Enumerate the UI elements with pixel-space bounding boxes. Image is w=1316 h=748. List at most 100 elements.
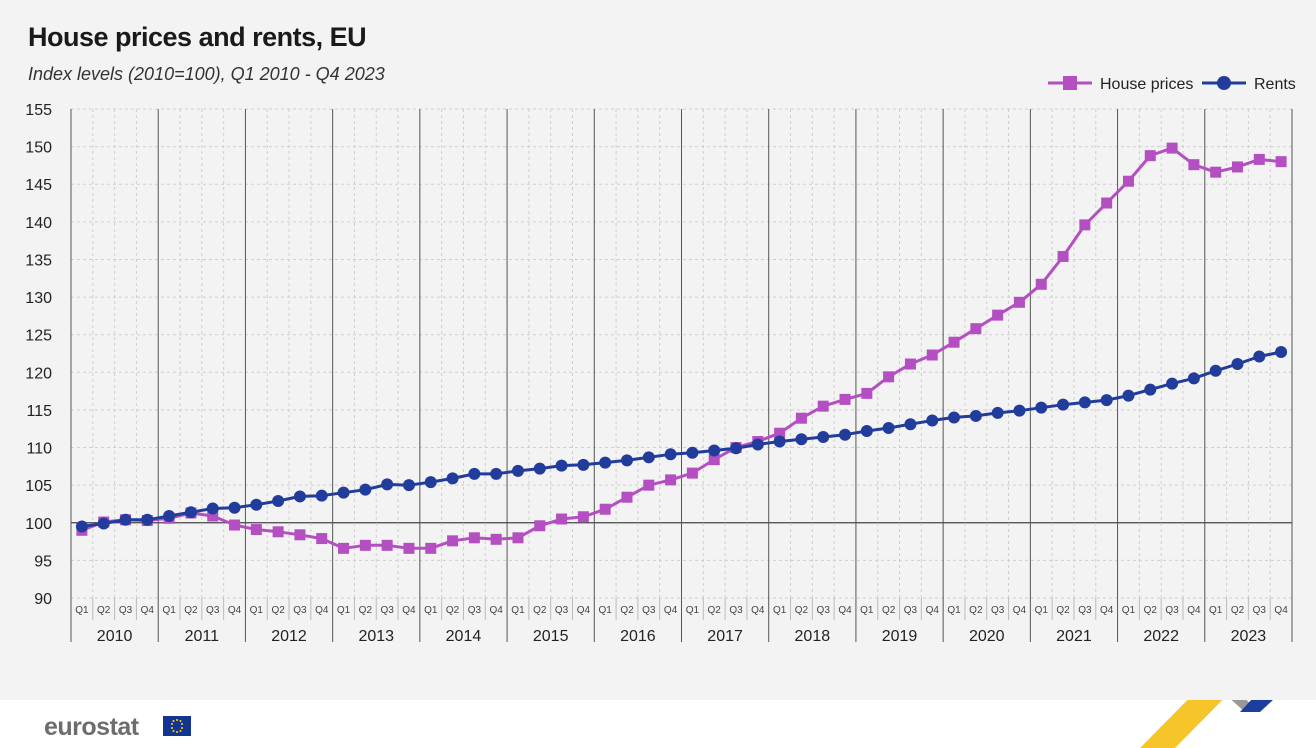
data-point-rents — [184, 506, 197, 519]
y-tick-label: 145 — [25, 177, 52, 194]
data-point-house-prices — [1013, 296, 1025, 308]
data-point-house-prices — [556, 513, 568, 525]
data-point-rents — [75, 520, 88, 533]
x-axis: Q1 Q2 Q3 Q4 Q1 Q2 Q3 Q4 Q1 Q2 Q3 Q4 Q1 Q2 Q3 Q4 Q1 Q2 Q3 Q4… — [75, 605, 1288, 645]
data-point-rents — [97, 517, 110, 530]
x-tick-year: 2023 — [1231, 628, 1267, 645]
y-tick-label: 155 — [25, 102, 52, 119]
x-tick-quarter: Q1 — [773, 605, 787, 616]
data-point-rents — [293, 490, 306, 503]
x-tick-quarter: Q1 — [686, 605, 700, 616]
x-tick-quarter: Q3 — [119, 605, 133, 616]
data-point-house-prices — [643, 479, 655, 491]
data-point-house-prices — [403, 542, 415, 554]
x-tick-quarter: Q4 — [1013, 605, 1027, 616]
legend: House prices Rents — [1048, 76, 1296, 93]
data-point-house-prices — [381, 539, 393, 551]
data-point-rents — [228, 501, 241, 514]
data-point-rents — [446, 472, 459, 485]
x-tick-quarter: Q1 — [511, 605, 525, 616]
x-tick-quarter: Q2 — [969, 605, 983, 616]
data-point-house-prices — [926, 349, 938, 361]
x-tick-year: 2012 — [271, 628, 307, 645]
data-point-rents — [730, 442, 743, 455]
y-tick-label: 125 — [25, 328, 52, 345]
x-tick-quarter: Q2 — [1056, 605, 1070, 616]
x-tick-quarter: Q4 — [228, 605, 242, 616]
x-tick-quarter: Q3 — [380, 605, 394, 616]
x-tick-year: 2013 — [358, 628, 394, 645]
data-point-rents — [991, 406, 1004, 419]
data-point-house-prices — [272, 526, 284, 538]
x-tick-quarter: Q4 — [664, 605, 678, 616]
x-tick-quarter: Q1 — [1209, 605, 1223, 616]
data-point-rents — [904, 418, 917, 431]
x-tick-quarter: Q3 — [817, 605, 831, 616]
data-point-house-prices — [1231, 161, 1243, 173]
x-tick-quarter: Q1 — [599, 605, 613, 616]
data-point-house-prices — [839, 393, 851, 405]
data-point-rents — [1144, 383, 1157, 396]
x-tick-quarter: Q3 — [555, 605, 569, 616]
x-tick-quarter: Q3 — [904, 605, 918, 616]
eu-flag-icon — [163, 716, 191, 736]
x-tick-year: 2019 — [882, 628, 918, 645]
brand-decoration — [1140, 700, 1273, 748]
data-point-house-prices — [338, 542, 350, 554]
x-tick-year: 2015 — [533, 628, 569, 645]
data-point-rents — [686, 446, 699, 459]
y-tick-label: 115 — [26, 403, 52, 420]
x-tick-quarter: Q2 — [1231, 605, 1245, 616]
x-tick-quarter: Q3 — [1253, 605, 1267, 616]
data-point-house-prices — [1210, 166, 1222, 178]
data-point-rents — [1166, 377, 1179, 390]
x-tick-quarter: Q2 — [184, 605, 198, 616]
x-tick-quarter: Q4 — [1274, 605, 1288, 616]
data-point-house-prices — [577, 511, 589, 523]
data-point-rents — [424, 476, 437, 489]
y-tick-label: 135 — [25, 252, 52, 269]
y-tick-label: 120 — [25, 365, 52, 382]
x-tick-quarter: Q2 — [620, 605, 634, 616]
data-point-rents — [1035, 401, 1048, 414]
x-tick-year: 2017 — [707, 628, 743, 645]
x-tick-quarter: Q1 — [75, 605, 89, 616]
data-point-house-prices — [447, 535, 459, 547]
x-tick-quarter: Q1 — [860, 605, 874, 616]
data-point-rents — [511, 464, 524, 477]
x-tick-quarter: Q2 — [1144, 605, 1158, 616]
y-tick-label: 140 — [25, 215, 52, 232]
data-point-rents — [664, 448, 677, 461]
data-point-rents — [402, 479, 415, 492]
y-tick-label: 100 — [25, 516, 52, 533]
x-tick-quarter: Q1 — [337, 605, 351, 616]
data-point-house-prices — [1057, 250, 1069, 262]
data-point-rents — [642, 451, 655, 464]
x-tick-quarter: Q1 — [947, 605, 961, 616]
data-point-house-prices — [621, 491, 633, 503]
data-point-house-prices — [795, 412, 807, 424]
x-tick-quarter: Q4 — [1100, 605, 1114, 616]
x-tick-quarter: Q1 — [1122, 605, 1136, 616]
data-point-house-prices — [490, 533, 502, 545]
x-tick-quarter: Q3 — [991, 605, 1005, 616]
data-point-house-prices — [425, 542, 437, 554]
x-tick-quarter: Q2 — [271, 605, 285, 616]
x-tick-quarter: Q4 — [141, 605, 155, 616]
x-tick-quarter: Q2 — [359, 605, 373, 616]
data-point-rents — [839, 428, 852, 441]
data-point-rents — [490, 467, 503, 480]
legend-marker-rents — [1217, 76, 1231, 90]
data-point-rents — [751, 438, 764, 451]
data-point-rents — [1057, 398, 1070, 411]
x-tick-quarter: Q4 — [926, 605, 940, 616]
data-point-house-prices — [1188, 159, 1200, 171]
x-tick-quarter: Q1 — [1035, 605, 1049, 616]
data-point-rents — [163, 509, 176, 522]
x-tick-quarter: Q4 — [1187, 605, 1201, 616]
x-tick-year: 2014 — [446, 628, 482, 645]
data-point-rents — [1275, 345, 1288, 358]
x-tick-quarter: Q4 — [402, 605, 416, 616]
data-point-house-prices — [1253, 153, 1265, 165]
x-tick-year: 2011 — [185, 628, 220, 645]
